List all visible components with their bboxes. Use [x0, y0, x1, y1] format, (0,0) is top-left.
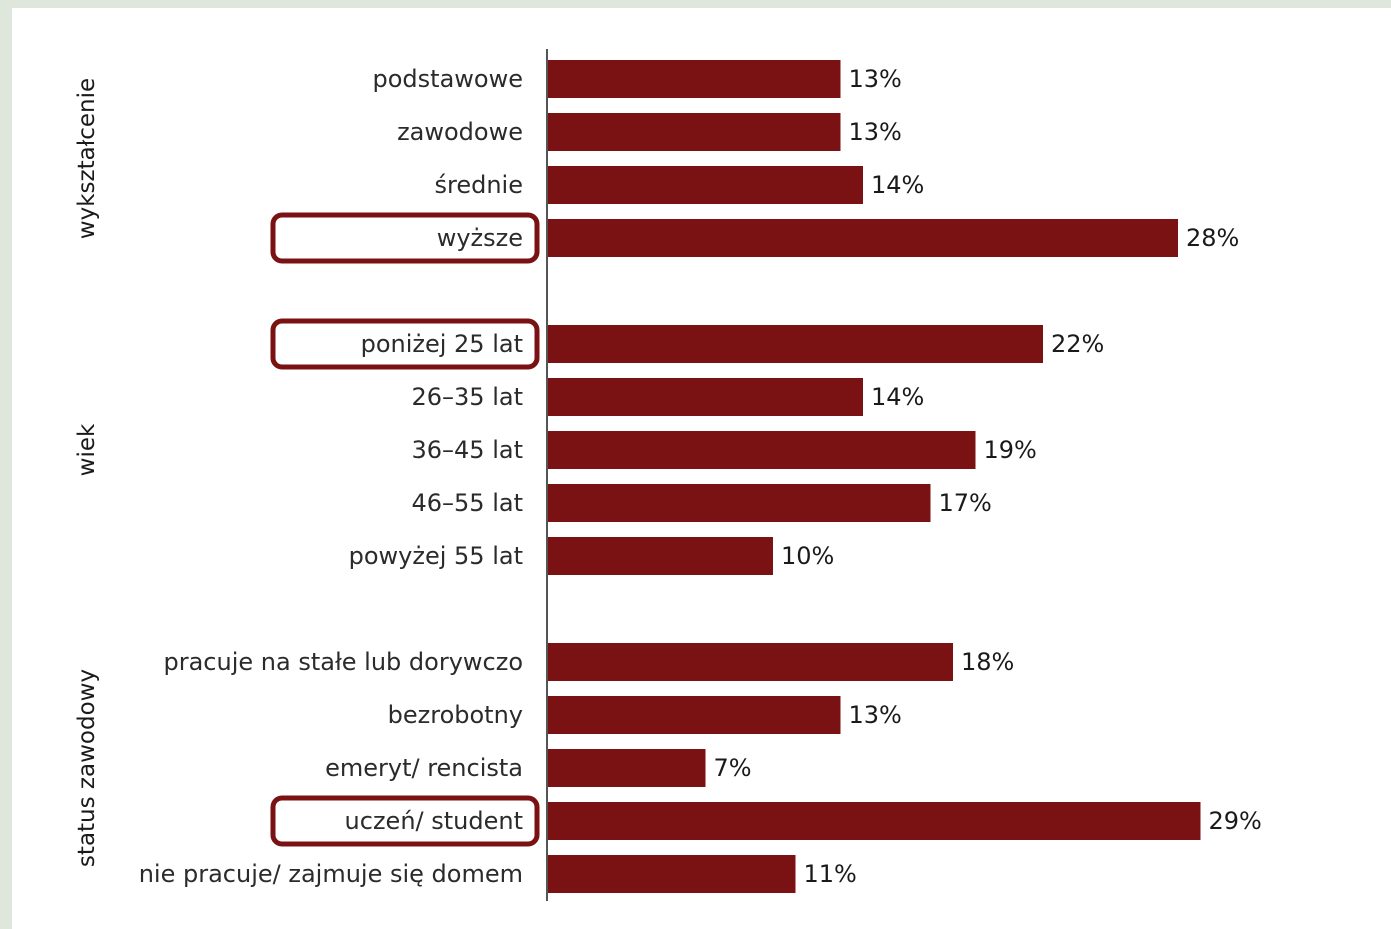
category-label: poniżej 25 lat [361, 330, 523, 358]
highlight-box [270, 318, 540, 370]
bar [548, 219, 1178, 257]
value-label: 13% [849, 118, 902, 146]
value-label: 10% [781, 542, 834, 570]
value-label: 14% [871, 383, 924, 411]
category-label: emeryt/ rencista [325, 754, 523, 782]
value-label: 11% [804, 860, 857, 888]
bar [548, 325, 1043, 363]
bar [548, 643, 953, 681]
category-label: podstawowe [373, 65, 523, 93]
bar [548, 484, 931, 522]
group-label: status zawodowy [74, 669, 100, 867]
value-label: 14% [871, 171, 924, 199]
value-label: 18% [961, 648, 1014, 676]
value-label: 13% [849, 701, 902, 729]
bar [548, 113, 841, 151]
bar [548, 378, 863, 416]
group-label: wiek [74, 423, 100, 476]
bar [548, 855, 796, 893]
category-label: 36–45 lat [412, 436, 524, 464]
category-label: 46–55 lat [412, 489, 524, 517]
value-label: 17% [939, 489, 992, 517]
highlight-box [270, 212, 540, 264]
bar-chart: podstawowe 13% zawodowe 13% średnie 14% wyższe… [74, 49, 1262, 901]
category-label: nie pracuje/ zajmuje się domem [139, 860, 523, 888]
category-label: bezrobotny [388, 701, 523, 729]
category-label: zawodowe [397, 118, 523, 146]
bar [548, 696, 841, 734]
highlight-box [270, 795, 540, 847]
bar [548, 60, 841, 98]
value-label: 28% [1186, 224, 1239, 252]
category-label: pracuje na stałe lub dorywczo [164, 648, 524, 676]
bar [548, 166, 863, 204]
bar [548, 431, 976, 469]
category-label: uczeń/ student [345, 807, 523, 835]
category-label: powyżej 55 lat [349, 542, 523, 570]
value-label: 29% [1209, 807, 1262, 835]
bar [548, 749, 706, 787]
value-label: 13% [849, 65, 902, 93]
value-label: 19% [984, 436, 1037, 464]
bar [548, 802, 1201, 840]
bar [548, 537, 773, 575]
value-label: 22% [1051, 330, 1104, 358]
group-label: wykształcenie [74, 78, 100, 239]
category-label: średnie [435, 171, 524, 199]
category-label: 26–35 lat [412, 383, 524, 411]
category-label: wyższe [437, 224, 523, 252]
chart-panel: podstawowe 13% zawodowe 13% średnie 14% wyższe… [12, 8, 1391, 929]
value-label: 7% [714, 754, 752, 782]
